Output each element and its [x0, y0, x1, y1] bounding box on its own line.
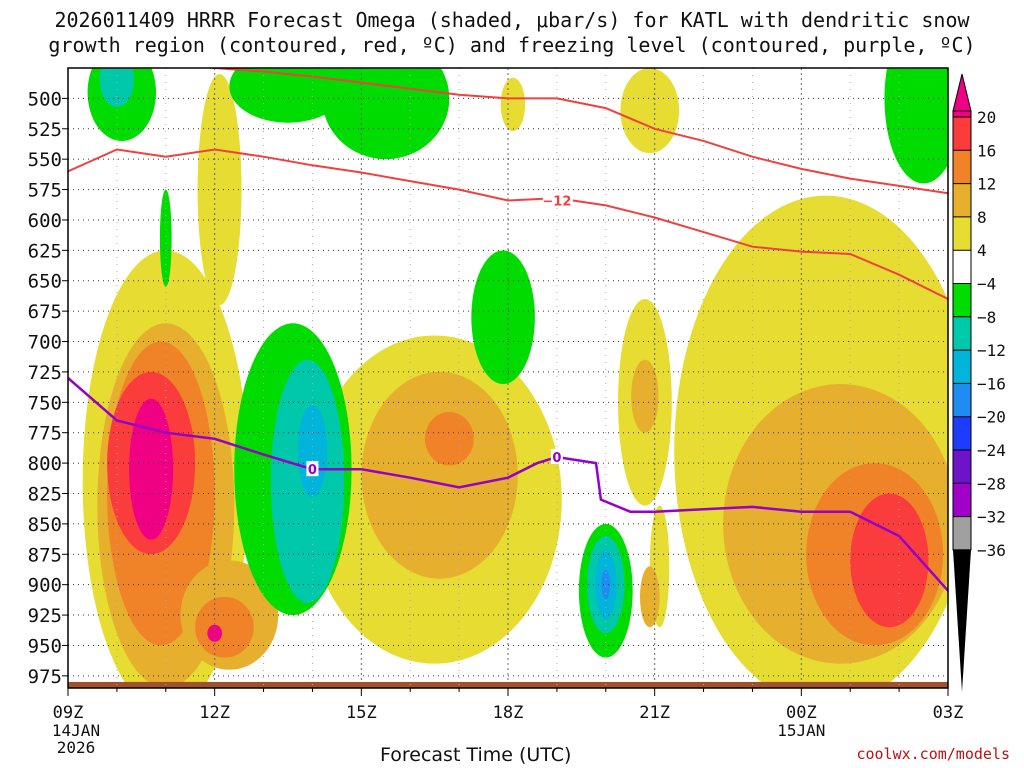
omega-cell-pos8: [631, 359, 659, 433]
colorbar-band: [953, 216, 971, 251]
omega-cell-neg16: [601, 570, 611, 600]
y-tick-label: 600: [28, 210, 62, 232]
y-tick-label: 625: [28, 240, 62, 262]
freezing-label-bg: [550, 449, 563, 465]
omega-cell-neg4: [322, 68, 450, 160]
colorbar-band: [953, 316, 971, 351]
y-tick-label: 825: [28, 483, 62, 505]
freezing-level-label: 0: [552, 451, 561, 466]
credit-text: coolwx.com/models: [856, 745, 1010, 763]
colorbar-band: [953, 250, 971, 284]
y-tick-label: 775: [28, 423, 62, 445]
chart-title-line2: growth region (contoured, red, ºC) and f…: [48, 33, 976, 57]
omega-cell-neg4: [884, 68, 948, 184]
x-tick-sublabel: 2026: [57, 738, 96, 757]
y-tick-label: 950: [28, 635, 62, 657]
dgz-contour-line: [68, 148, 948, 300]
colorbar-label: 12: [977, 175, 996, 194]
dgz-contour-label: −12: [542, 195, 571, 210]
x-axis-title: Forecast Time (UTC): [380, 744, 572, 766]
y-tick-label: 750: [28, 392, 62, 414]
omega-cell-neg8: [99, 68, 134, 107]
y-tick-label: 725: [28, 362, 62, 384]
colorbar-label: −12: [977, 341, 1006, 360]
omega-cell-pos20: [129, 398, 174, 540]
x-tick-label: 21Z: [639, 703, 670, 723]
colorbar-top-arrow: [952, 73, 972, 112]
colorbar-label: −20: [977, 408, 1006, 427]
y-tick-label: 500: [28, 88, 62, 110]
freezing-level-label: 0: [308, 463, 317, 478]
x-tick-sublabel: 14JAN: [52, 721, 100, 740]
colorbar-label: −16: [977, 374, 1006, 393]
y-tick-label: 550: [28, 149, 62, 171]
y-tick-label: 675: [28, 301, 62, 323]
y-tick-label: 975: [28, 666, 62, 688]
omega-cell-pos4: [500, 77, 526, 132]
omega-cell-pos4: [197, 74, 242, 306]
colorbar-band: [953, 516, 971, 550]
x-tick-label: 18Z: [493, 703, 524, 723]
omega-cell-neg4: [471, 250, 535, 385]
freezing-level-line: [68, 377, 948, 592]
colorbar-label: −36: [977, 541, 1006, 560]
colorbar-label: −28: [977, 474, 1006, 493]
omega-cell-neg12: [297, 404, 328, 498]
colorbar-label: −24: [977, 441, 1006, 460]
colorbar-label: −32: [977, 508, 1006, 527]
y-tick-label: 875: [28, 544, 62, 566]
omega-cell-neg4: [159, 189, 172, 287]
colorbar-label: 4: [977, 241, 987, 260]
y-tick-label: 800: [28, 453, 62, 475]
omega-cell-pos8: [361, 371, 518, 579]
omega-cell-pos16: [850, 493, 929, 628]
colorbar-band: [953, 350, 971, 384]
x-tick-sublabel: 15JAN: [777, 721, 825, 740]
x-tick-label: 12Z: [199, 703, 230, 723]
y-tick-label: 925: [28, 605, 62, 627]
x-tick-label: 03Z: [933, 703, 964, 723]
colorbar-band: [953, 483, 971, 517]
x-tick-label: 15Z: [346, 703, 377, 723]
colorbar-label: 16: [977, 141, 996, 160]
dgz-contour-line: [201, 68, 948, 195]
omega-cell-pos4: [620, 68, 680, 154]
omega-cell-pos12: [195, 596, 254, 658]
omega-cell-pos12: [424, 412, 474, 466]
omega-cell-pos8: [640, 566, 660, 628]
y-tick-label: 525: [28, 119, 62, 141]
y-tick-label: 850: [28, 514, 62, 536]
colorbar-band: [953, 283, 971, 317]
colorbar-bottom-arrow: [953, 549, 971, 692]
colorbar-band: [953, 150, 971, 184]
y-tick-label: 650: [28, 271, 62, 293]
colorbar-band: [953, 416, 971, 450]
freezing-label-bg: [306, 461, 319, 477]
colorbar-band: [953, 117, 971, 151]
y-tick-label: 900: [28, 575, 62, 597]
colorbar-label: 20: [977, 108, 996, 127]
x-tick-label: 09Z: [53, 703, 84, 723]
colorbar-band: [953, 111, 971, 117]
omega-cell-neg4: [229, 68, 347, 123]
colorbar-label: 8: [977, 208, 987, 227]
colorbar-label: −4: [977, 275, 996, 294]
y-tick-label: 700: [28, 332, 62, 354]
colorbar-band: [953, 383, 971, 417]
x-tick-label: 00Z: [786, 703, 817, 723]
colorbar-label: −8: [977, 308, 996, 327]
y-tick-label: 575: [28, 180, 62, 202]
chart-title-line1: 2026011409 HRRR Forecast Omega (shaded, …: [54, 8, 970, 32]
colorbar-band: [953, 183, 971, 217]
dgz-label-bg: [542, 192, 573, 208]
colorbar-band: [953, 450, 971, 484]
